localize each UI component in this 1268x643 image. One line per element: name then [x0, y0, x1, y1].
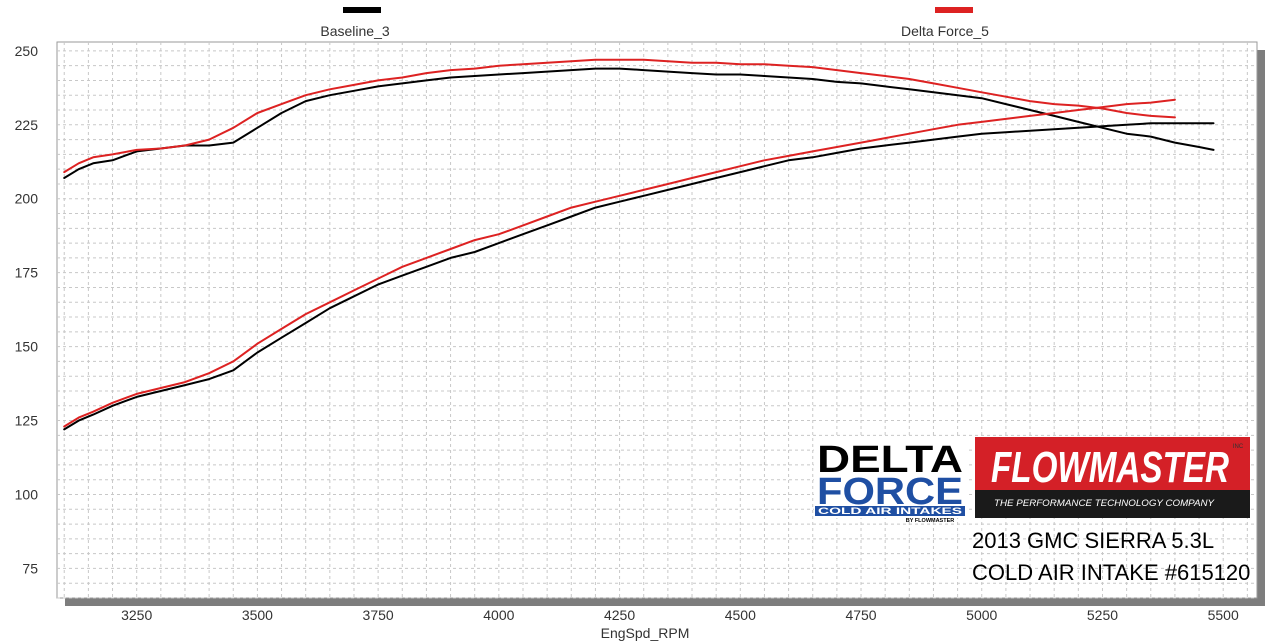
y-tick-label: 250	[15, 43, 39, 59]
delta-force-logo-band	[815, 506, 965, 516]
legend-swatch-delta-force	[935, 7, 973, 13]
x-tick-label: 5500	[1208, 607, 1239, 623]
delta-force-logo-by: BY FLOWMASTER	[906, 518, 955, 524]
legend-swatch-baseline	[343, 7, 381, 13]
caption-part-number: COLD AIR INTAKE #615120	[972, 560, 1250, 585]
y-tick-label: 100	[15, 486, 39, 502]
flowmaster-logo: FLOWMASTER INC THE PERFORMANCE TECHNOLOG…	[975, 437, 1250, 518]
y-tick-label: 125	[15, 413, 39, 429]
x-tick-label: 4500	[725, 607, 756, 623]
delta-force-logo-sub: COLD AIR INTAKES	[818, 506, 962, 516]
grid-lines	[57, 42, 1257, 599]
x-tick-label: 3500	[242, 607, 273, 623]
y-tick-label: 75	[22, 560, 38, 576]
x-tick-label: 4750	[845, 607, 876, 623]
y-tick-label: 225	[15, 117, 39, 133]
y-tick-label: 175	[15, 265, 39, 281]
axis-ticks: 3250 3500 3750 4000 4250 4500 4750 5000 5250 5500…	[15, 43, 1239, 623]
legend-label-delta-force: Delta Force_5	[901, 23, 989, 39]
flowmaster-logo-tagline-band	[975, 490, 1250, 518]
series-line-delta-force-5-upper	[63, 58, 1176, 174]
flowmaster-logo-inc: INC	[1233, 444, 1244, 450]
x-tick-label: 4250	[604, 607, 635, 623]
delta-force-logo-line1: DELTA	[817, 439, 963, 481]
x-tick-label: 3750	[363, 607, 394, 623]
series-line-baseline-3-upper	[63, 67, 1215, 179]
x-tick-label: 3250	[121, 607, 152, 623]
x-tick-label: 4000	[483, 607, 514, 623]
delta-force-logo: DELTA FORCE COLD AIR INTAKES BY FLOWMAST…	[814, 438, 966, 524]
x-tick-label: 5250	[1087, 607, 1118, 623]
x-tick-label: 5000	[966, 607, 997, 623]
y-tick-label: 150	[15, 339, 39, 355]
flowmaster-logo-tagline: THE PERFORMANCE TECHNOLOGY COMPANY	[994, 498, 1215, 509]
series-lines	[63, 58, 1215, 431]
legend-label-baseline: Baseline_3	[320, 23, 389, 39]
legend: Baseline_3 Delta Force_5	[320, 7, 989, 39]
y-tick-label: 200	[15, 191, 39, 207]
series-line-baseline-3-lower	[63, 122, 1215, 431]
caption-vehicle: 2013 GMC SIERRA 5.3L	[972, 528, 1214, 553]
x-axis-title: EngSpd_RPM	[601, 625, 690, 641]
flowmaster-logo-name: FLOWMASTER	[991, 443, 1229, 492]
series-line-delta-force-5-lower	[63, 98, 1176, 428]
